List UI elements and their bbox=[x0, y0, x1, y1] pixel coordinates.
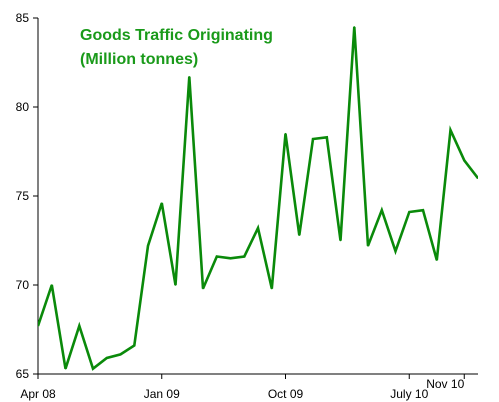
y-tick-label: 70 bbox=[16, 278, 30, 292]
data-point bbox=[38, 325, 39, 327]
series-line bbox=[38, 26, 478, 371]
data-point bbox=[339, 239, 342, 242]
data-point bbox=[449, 129, 452, 131]
data-point bbox=[50, 284, 53, 286]
data-point bbox=[298, 234, 301, 236]
data-point bbox=[215, 255, 218, 258]
data-point bbox=[312, 138, 314, 140]
data-point bbox=[408, 211, 411, 213]
data-point bbox=[78, 325, 81, 327]
data-point bbox=[147, 245, 149, 247]
data-point bbox=[105, 357, 108, 359]
x-tick-label: Oct 09 bbox=[268, 387, 304, 401]
y-tick-label: 85 bbox=[16, 11, 30, 25]
data-point bbox=[188, 75, 191, 78]
data-point bbox=[463, 159, 466, 162]
data-point bbox=[64, 367, 67, 370]
data-point bbox=[229, 257, 232, 260]
data-point bbox=[394, 250, 397, 252]
data-point bbox=[92, 367, 94, 370]
data-point bbox=[325, 136, 328, 139]
y-tick-label: 80 bbox=[16, 100, 30, 114]
data-point bbox=[422, 209, 424, 212]
data-point bbox=[435, 259, 438, 261]
data-point bbox=[133, 344, 136, 347]
data-point bbox=[380, 209, 383, 212]
x-tick-label: July 10 bbox=[390, 387, 428, 401]
data-point bbox=[174, 284, 177, 286]
data-point bbox=[477, 177, 478, 179]
data-point bbox=[202, 287, 204, 290]
series-group bbox=[38, 26, 478, 371]
data-point bbox=[270, 287, 273, 290]
chart-title: Goods Traffic Originating bbox=[80, 27, 273, 44]
x-tick-label: Apr 08 bbox=[20, 387, 56, 401]
data-point bbox=[119, 353, 122, 356]
chart-subtitle: (Million tonnes) bbox=[80, 51, 198, 68]
x-tick-label: Nov 10 bbox=[426, 377, 464, 391]
x-tick-label: Jan 09 bbox=[144, 387, 180, 401]
y-tick-label: 65 bbox=[16, 367, 30, 381]
data-point bbox=[353, 26, 356, 28]
y-axis: 65 70 75 80 85 bbox=[16, 11, 39, 381]
data-point bbox=[367, 245, 369, 247]
data-point bbox=[257, 227, 259, 229]
data-point bbox=[160, 202, 163, 204]
y-tick-label: 75 bbox=[16, 189, 30, 203]
data-point bbox=[284, 132, 287, 135]
data-point bbox=[243, 255, 246, 258]
